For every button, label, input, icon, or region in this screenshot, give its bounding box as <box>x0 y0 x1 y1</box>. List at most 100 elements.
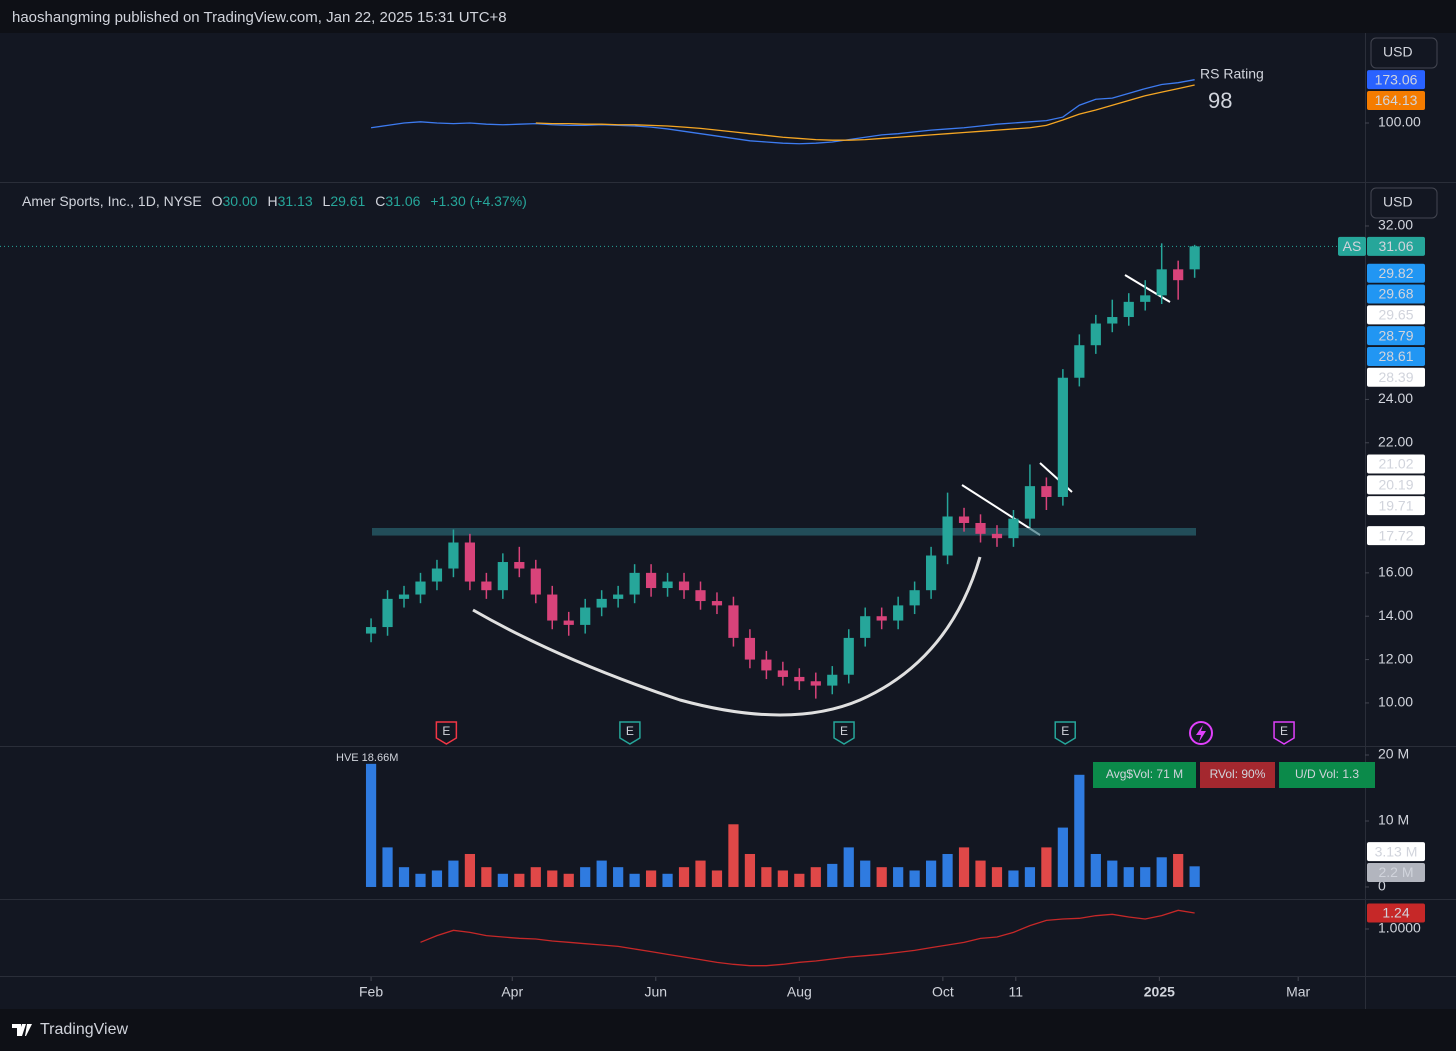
volume-bar <box>1107 860 1118 887</box>
volume-bar <box>596 860 607 887</box>
footer-bar <box>0 1009 1456 1051</box>
candle-body <box>481 581 492 591</box>
candle-body <box>1008 518 1019 539</box>
candle-body <box>580 607 591 625</box>
candle-body <box>1024 486 1036 519</box>
y-tick-label: 10.00 <box>1378 694 1413 710</box>
resistance-zone <box>372 527 1196 536</box>
earnings-label: E <box>626 724 634 738</box>
volume-bar <box>893 867 904 887</box>
candle-body <box>1041 486 1052 497</box>
volume-bar <box>925 860 937 887</box>
volume-bar <box>1057 827 1068 887</box>
legend-change: +1.30 (+4.37%) <box>430 193 527 209</box>
candle-body <box>514 562 525 569</box>
y-tick-label: 22.00 <box>1378 433 1413 449</box>
volume-bar <box>975 860 986 887</box>
earnings-label: E <box>840 724 848 738</box>
legend-value: 30.00 <box>223 193 258 209</box>
candle-body <box>761 659 772 671</box>
volume-bar <box>481 867 492 887</box>
x-tick-label: Aug <box>787 984 812 1000</box>
currency-button[interactable]: USD <box>1370 187 1438 219</box>
volume-bar <box>1090 853 1101 887</box>
legend-key: L <box>323 193 331 209</box>
volume-bar <box>695 860 706 887</box>
price-tag <box>1367 346 1425 366</box>
candle-body <box>563 620 574 625</box>
stat-badge-label: U/D Vol: 1.3 <box>1295 767 1359 781</box>
y-tick-label: 100.00 <box>1378 114 1421 130</box>
candle-body <box>728 605 739 638</box>
volume-bar <box>810 867 821 887</box>
volume-bar <box>794 873 805 887</box>
price-tag <box>1367 903 1425 923</box>
series-line <box>370 79 1195 145</box>
volume-bar <box>514 873 525 887</box>
price-tag-label: 21.02 <box>1378 456 1413 472</box>
volume-bar <box>645 870 657 887</box>
legend-key: H <box>267 193 277 209</box>
candle-body <box>1140 295 1151 302</box>
price-tag-label: 31.06 <box>1378 238 1413 254</box>
news-marker[interactable] <box>1189 721 1213 745</box>
candle-body <box>1057 377 1068 497</box>
price-tag-label: 28.39 <box>1378 369 1413 385</box>
x-tick-label: Mar <box>1286 984 1310 1000</box>
y-tick-label: 24.00 <box>1378 390 1413 406</box>
button-frame[interactable] <box>1370 187 1438 219</box>
candle-body <box>794 676 805 682</box>
currency-label[interactable]: USD <box>1383 194 1413 210</box>
volume-bar <box>547 870 558 887</box>
price-tag-label: 28.79 <box>1378 327 1413 343</box>
price-tag-label: 29.65 <box>1378 307 1413 323</box>
candle-body <box>958 516 970 523</box>
candle-body <box>662 581 673 589</box>
candle-body <box>431 568 443 582</box>
stat-badge <box>1093 762 1196 788</box>
price-tag-label: 3.13 M <box>1375 843 1418 859</box>
volume-bar <box>843 847 854 887</box>
series-line <box>535 84 1195 141</box>
price-tag <box>1367 862 1425 882</box>
volume-bar <box>1156 857 1167 887</box>
price-tag <box>1367 454 1425 474</box>
series-line <box>420 909 1195 967</box>
x-tick-label: Apr <box>501 984 523 1000</box>
price-tag-label: 2.2 M <box>1378 864 1413 880</box>
volume-bar <box>662 873 673 887</box>
brand-name: TradingView <box>40 1021 128 1038</box>
volume-bar <box>678 867 690 887</box>
button-frame[interactable] <box>1370 37 1438 69</box>
candle-body <box>893 605 904 621</box>
x-tick-label: 11 <box>1009 984 1024 1000</box>
candle-body <box>497 562 508 591</box>
candle-body <box>645 572 657 589</box>
bolt-icon[interactable] <box>1196 725 1206 742</box>
symbol-title: Amer Sports, Inc., 1D, NYSE <box>22 193 202 209</box>
marker-ring[interactable] <box>1189 721 1213 745</box>
hve-label: HVE 18.66M <box>336 752 398 764</box>
header-bar <box>0 0 1456 33</box>
trendline <box>961 484 1041 536</box>
y-tick-label: 14.00 <box>1378 607 1413 623</box>
cup-annotation <box>472 556 982 717</box>
candle-body <box>1156 269 1167 296</box>
y-tick-label: 16.00 <box>1378 564 1413 580</box>
stat-badge-label: RVol: 90% <box>1210 767 1266 781</box>
price-tag-label: 17.72 <box>1378 527 1413 543</box>
price-tag <box>1367 90 1425 110</box>
currency-button[interactable]: USD <box>1370 37 1438 69</box>
volume-bar <box>464 853 476 887</box>
candle-body <box>1074 345 1085 378</box>
legend-key: O <box>212 193 223 209</box>
stat-badge <box>1279 762 1375 788</box>
candle-body <box>711 601 723 606</box>
candle-body <box>547 594 558 621</box>
currency-label[interactable]: USD <box>1383 44 1413 60</box>
candle-body <box>777 670 788 677</box>
price-tag <box>1367 496 1425 516</box>
volume-bar <box>629 873 640 887</box>
y-tick-label: 1.0000 <box>1378 920 1421 936</box>
candle-body <box>744 637 756 660</box>
